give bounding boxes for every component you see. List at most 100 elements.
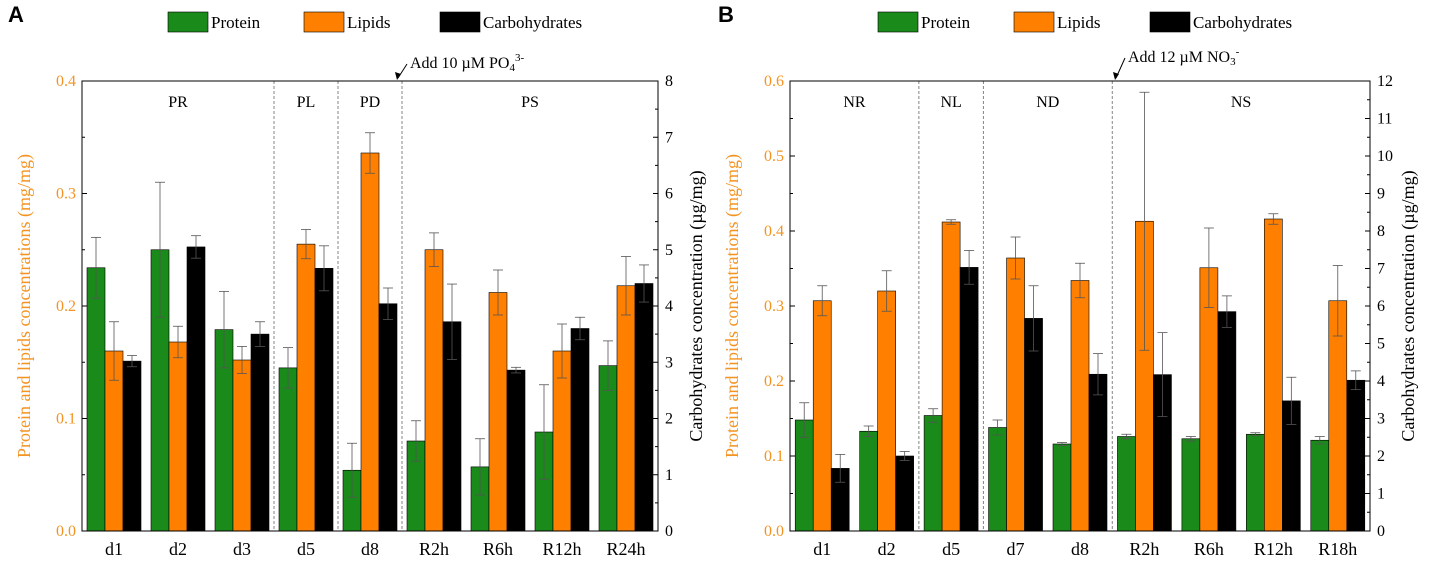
- bar-protein-d5: [278, 367, 298, 532]
- legend-label-lipids: Lipids: [347, 13, 390, 32]
- annotation-superscript: 3-: [515, 52, 525, 64]
- y-right-tick-label: 1: [1377, 486, 1385, 503]
- legend-swatch-lipids: [303, 11, 345, 33]
- y-right-tick-label: 7: [665, 129, 673, 146]
- legend-label-protein: Protein: [211, 13, 261, 32]
- bar-carbohydrates-r18h: [1346, 379, 1366, 532]
- x-tick-label: d2: [878, 539, 896, 559]
- bar-lipids-d1: [812, 300, 832, 532]
- annotation-text: Add 12 µM NO3-: [1128, 46, 1240, 68]
- bar-carbohydrates-d2: [895, 455, 914, 532]
- bar-lipids-d2: [168, 341, 188, 532]
- y-tick-label: 0.3: [56, 186, 76, 203]
- panel-letter: A: [8, 2, 24, 27]
- x-tick-label: d1: [105, 539, 123, 559]
- y-right-axis-title: Carbohydrates concentration (µg/mg): [1398, 170, 1419, 441]
- legend-swatch-lipids: [1013, 11, 1055, 33]
- y-right-tick-label: 6: [1377, 298, 1385, 315]
- annotation-arrow-head: [395, 72, 401, 80]
- bar-lipids-r12h: [1264, 218, 1283, 532]
- y-right-tick-label: 0: [665, 523, 673, 540]
- legend: Protein Lipids Carbohydrates: [877, 11, 1292, 33]
- annotation-superscript: -: [1236, 46, 1240, 58]
- legend-label-protein: Protein: [921, 13, 971, 32]
- legend-label-carbohydrates: Carbohydrates: [1193, 13, 1292, 32]
- y-tick-label: 0.6: [764, 73, 784, 90]
- x-tick-label: R6h: [1194, 539, 1224, 559]
- x-tick-label: R6h: [483, 539, 513, 559]
- x-tick-label: R2h: [419, 539, 449, 559]
- bar-protein-d5: [923, 415, 943, 532]
- bar-carbohydrates-d3: [250, 333, 270, 532]
- bar-carbohydrates-r24h: [634, 283, 654, 532]
- y-tick-label: 0.4: [56, 73, 76, 90]
- y-tick-label: 0.1: [764, 448, 784, 465]
- legend-label-lipids: Lipids: [1057, 13, 1100, 32]
- y-right-tick-label: 0: [1377, 523, 1385, 540]
- x-tick-label: d5: [942, 539, 960, 559]
- annotation-arrow-head: [1113, 72, 1119, 80]
- y-axis-title: Protein and lipids concentrations (mg/mg…: [14, 154, 35, 458]
- annotation-subscript: 3: [1230, 56, 1236, 68]
- x-tick-label: d8: [1071, 539, 1089, 559]
- legend-swatch-carbohydrates: [1149, 11, 1191, 33]
- x-tick-label: R18h: [1318, 539, 1357, 559]
- series-lipids: [104, 132, 636, 532]
- y-right-axis-title: Carbohydrates concentration (µg/mg): [686, 170, 707, 441]
- region-label-pd: PD: [360, 94, 380, 111]
- y-right-tick-label: 2: [1377, 448, 1385, 465]
- y-tick-label: 0.2: [764, 373, 784, 390]
- annotation-text: Add 10 µM PO43-: [410, 52, 524, 74]
- bar-protein-r6h: [1181, 438, 1201, 532]
- y-right-tick-label: 11: [1377, 111, 1392, 128]
- region-label-nd: ND: [1036, 94, 1059, 111]
- bar-lipids-d5: [941, 221, 961, 532]
- y-right-tick-label: 5: [1377, 336, 1385, 353]
- bar-protein-d1: [86, 267, 106, 532]
- y-right-tick-label: 8: [1377, 223, 1385, 240]
- y-right-tick-label: 6: [665, 186, 673, 203]
- series-lipids: [812, 91, 1348, 532]
- bar-lipids-d2: [877, 290, 896, 532]
- annotation-subscript: 4: [509, 62, 515, 74]
- series-protein: [794, 402, 1330, 532]
- panel-letter: B: [718, 2, 734, 27]
- bar-protein-r12h: [1246, 433, 1265, 532]
- region-label-ps: PS: [521, 94, 539, 111]
- y-tick-label: 0.5: [764, 148, 784, 165]
- legend-label-carbohydrates: Carbohydrates: [483, 13, 582, 32]
- y-right-tick-label: 3: [665, 354, 673, 371]
- y-right-tick-label: 2: [665, 411, 673, 428]
- chart-panel-a: A Protein Lipids Carbohydrates PR PL PD PS Add 1…: [8, 2, 707, 559]
- y-right-tick-label: 1: [665, 467, 673, 484]
- y-tick-label: 0.3: [764, 298, 784, 315]
- bar-carbohydrates-r6h: [1217, 311, 1237, 532]
- bar-protein-d7: [988, 427, 1007, 532]
- bar-lipids-r2h: [424, 249, 444, 532]
- bar-carbohydrates-r12h: [570, 328, 590, 532]
- y-right-tick-label: 12: [1377, 73, 1393, 90]
- x-tick-label: d1: [813, 539, 831, 559]
- y-right-tick-label: 10: [1377, 148, 1393, 165]
- region-label-nl: NL: [940, 94, 961, 111]
- region-label-pr: PR: [168, 94, 188, 111]
- bar-carbohydrates-r6h: [506, 369, 526, 532]
- y-axis-title: Protein and lipids concentrations (mg/mg…: [722, 154, 743, 458]
- chart-panel-b: B Protein Lipids Carbohydrates NR NL ND NS Add 1…: [718, 2, 1419, 559]
- x-tick-label: d2: [169, 539, 187, 559]
- region-label-ns: NS: [1231, 94, 1251, 111]
- bar-lipids-d3: [232, 359, 252, 532]
- y-right-tick-label: 4: [665, 298, 673, 315]
- bar-carbohydrates-d1: [122, 360, 142, 532]
- x-tick-label: R12h: [1254, 539, 1293, 559]
- bar-protein-r2h: [1117, 436, 1136, 532]
- x-tick-label: d3: [233, 539, 251, 559]
- x-tick-label: d5: [297, 539, 315, 559]
- bar-carbohydrates-d5: [959, 267, 979, 532]
- y-right-tick-label: 7: [1377, 261, 1385, 278]
- y-right-tick-label: 5: [665, 242, 673, 259]
- bar-lipids-d7: [1006, 257, 1025, 532]
- y-right-tick-label: 4: [1377, 373, 1385, 390]
- x-tick-label: R2h: [1129, 539, 1159, 559]
